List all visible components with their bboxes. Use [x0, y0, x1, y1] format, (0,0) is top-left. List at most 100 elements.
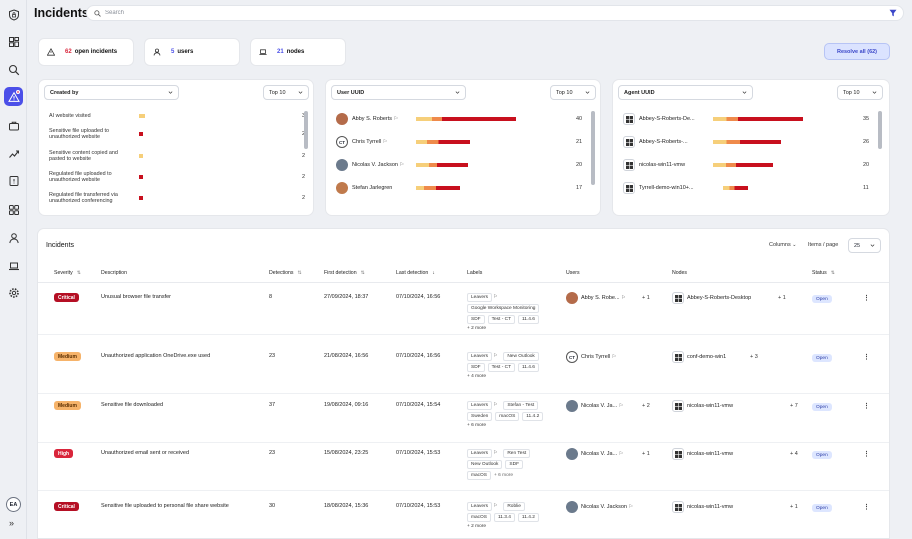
label-tag[interactable]: macOS — [495, 412, 520, 421]
dashboard-icon[interactable] — [4, 32, 23, 51]
briefcase-icon[interactable] — [4, 116, 23, 135]
incidents-alert-icon[interactable] — [4, 87, 23, 106]
row-menu-icon[interactable]: ⋮ — [863, 504, 870, 511]
more-users[interactable]: + 2 — [642, 403, 650, 409]
row-menu-icon[interactable]: ⋮ — [863, 354, 870, 361]
description: Unauthorized application OneDrive.exe us… — [101, 353, 211, 359]
table-row[interactable]: Medium Unauthorized application OneDrive… — [38, 346, 889, 394]
more-nodes[interactable]: + 3 — [750, 354, 758, 360]
user-icon[interactable] — [4, 228, 23, 247]
user-uuid-select[interactable]: User UUID — [331, 85, 466, 100]
label-tag[interactable]: macOS — [467, 471, 491, 480]
more-labels-link[interactable]: + 2 more — [467, 326, 487, 331]
label-tag[interactable]: 11.4.2 — [522, 412, 544, 421]
list-item[interactable]: Abbey-S-Roberts-De... 35 — [623, 113, 878, 127]
scrollbar[interactable] — [304, 111, 308, 149]
label-tag[interactable]: Stefan - Test — [503, 401, 539, 410]
table-row[interactable]: Critical Sensitive file uploaded to pers… — [38, 496, 889, 538]
row-menu-icon[interactable]: ⋮ — [863, 403, 870, 410]
list-item[interactable]: Tyrrell-demo-win10+... 11 — [623, 182, 878, 196]
columns-button[interactable]: Columns ⌄ — [769, 242, 797, 248]
header-severity[interactable]: Severity ⇅ — [54, 270, 81, 276]
nodes-card[interactable]: 21 nodes — [250, 38, 346, 66]
label-tag[interactable]: Leavers — [467, 293, 493, 302]
label-tag[interactable]: Test - CT — [487, 363, 516, 372]
user-avatar[interactable]: EA — [6, 497, 21, 512]
more-labels-link[interactable]: + 2 more — [467, 524, 487, 529]
label-tag[interactable]: Roblie — [503, 502, 525, 511]
label-tag[interactable]: Leavers — [467, 352, 493, 361]
scrollbar[interactable] — [878, 111, 882, 149]
more-nodes[interactable]: + 7 — [790, 403, 798, 409]
shield-logo-icon[interactable] — [4, 5, 23, 24]
search-bar[interactable] — [86, 5, 904, 21]
label-tag[interactable]: Test - CT — [487, 315, 516, 324]
row-menu-icon[interactable]: ⋮ — [863, 451, 870, 458]
label-tag[interactable]: macOS — [467, 513, 491, 522]
label-tag[interactable]: 11.4.6 — [517, 363, 539, 372]
label-tag[interactable]: SDF — [467, 363, 485, 372]
settings-gear-icon[interactable] — [4, 283, 23, 302]
label-tag[interactable]: Leavers — [467, 502, 493, 511]
apps-grid-icon[interactable] — [4, 200, 23, 219]
created-by-select[interactable]: Created by — [44, 85, 179, 100]
item-label: Sensitive content copied and pasted to w… — [49, 150, 118, 162]
label-tag[interactable]: 11.3.4 — [493, 513, 515, 522]
search-nav-icon[interactable] — [4, 60, 23, 79]
more-users[interactable]: + 1 — [642, 451, 650, 457]
table-row[interactable]: Critical Unusual browser file transfer 8… — [38, 287, 889, 335]
created-by-top-select[interactable]: Top 10 — [263, 85, 309, 100]
divider — [38, 282, 889, 283]
users-card[interactable]: 5 users — [144, 38, 240, 66]
label-tag[interactable]: SDF — [467, 315, 485, 324]
header-detections[interactable]: Detections ⇅ — [269, 270, 302, 276]
agent-uuid-top-select[interactable]: Top 10 — [837, 85, 883, 100]
search-input[interactable] — [105, 10, 805, 16]
list-item[interactable]: nicolas-win11-vmw 20 — [623, 159, 878, 173]
scrollbar[interactable] — [591, 111, 595, 185]
more-nodes[interactable]: + 4 — [790, 451, 798, 457]
header-first-detection[interactable]: First detection ⇅ — [324, 270, 365, 276]
list-item[interactable]: CT Chris Tyrrell ⚐ 21 — [336, 136, 591, 150]
label-tag[interactable]: Leavers — [467, 401, 493, 410]
more-nodes[interactable]: + 1 — [790, 504, 798, 510]
filter-icon[interactable] — [889, 9, 897, 19]
table-row[interactable]: High Unauthorized email sent or received… — [38, 443, 889, 491]
table-row[interactable]: Medium Sensitive file downloaded 37 19/0… — [38, 395, 889, 443]
open-incidents-card[interactable]: 62 open incidents — [38, 38, 134, 66]
items-per-page-select[interactable]: 25 — [848, 238, 881, 253]
items-per-page-value: 25 — [854, 242, 861, 249]
header-last-detection[interactable]: Last detection ↓ — [396, 270, 435, 276]
detections: 23 — [269, 450, 276, 456]
label-tag[interactable]: 11.4.2 — [517, 513, 539, 522]
resolve-all-button[interactable]: Resolve all (62) — [824, 43, 890, 60]
laptop-icon[interactable] — [4, 256, 23, 275]
expand-sidebar-icon[interactable]: » — [9, 518, 15, 528]
list-item[interactable]: Nicolas V. Jackson ⚐ 20 — [336, 159, 591, 173]
trend-chart-icon[interactable] — [4, 144, 23, 163]
label-tag[interactable]: Leavers — [467, 449, 493, 458]
list-item[interactable]: Abby S. Roberts ⚐ 40 — [336, 113, 591, 127]
label-tag[interactable]: SDF — [505, 460, 524, 469]
agent-uuid-select[interactable]: Agent UUID — [618, 85, 753, 100]
users-count: 5 — [171, 49, 175, 55]
header-status[interactable]: Status ⇅ — [812, 270, 835, 276]
report-document-icon[interactable] — [4, 171, 23, 190]
row-menu-icon[interactable]: ⋮ — [863, 295, 870, 302]
more-users[interactable]: + 1 — [642, 295, 650, 301]
user-uuid-top-select[interactable]: Top 10 — [550, 85, 596, 100]
list-item[interactable]: Stefan Jarlegren 17 — [336, 182, 591, 196]
more-labels-link[interactable]: + 6 more — [467, 423, 487, 428]
more-labels-link[interactable]: + 4 more — [467, 374, 487, 379]
item-value: 20 — [863, 162, 870, 168]
label-tag[interactable]: Ren Test — [503, 449, 531, 458]
list-item[interactable]: Abbey-S-Roberts-... 26 — [623, 136, 878, 150]
label-tag[interactable]: New Outlook — [467, 460, 503, 469]
more-nodes[interactable]: + 1 — [778, 295, 786, 301]
label-tag[interactable]: Sweden — [467, 412, 493, 421]
label-tag[interactable]: New Outlook — [503, 352, 539, 361]
more-labels-link[interactable]: + 6 more — [493, 473, 514, 478]
label-tag[interactable]: 11.4.6 — [517, 315, 539, 324]
label-tag[interactable]: Google Workspace Monitoring — [467, 304, 540, 313]
windows-icon — [672, 292, 684, 304]
